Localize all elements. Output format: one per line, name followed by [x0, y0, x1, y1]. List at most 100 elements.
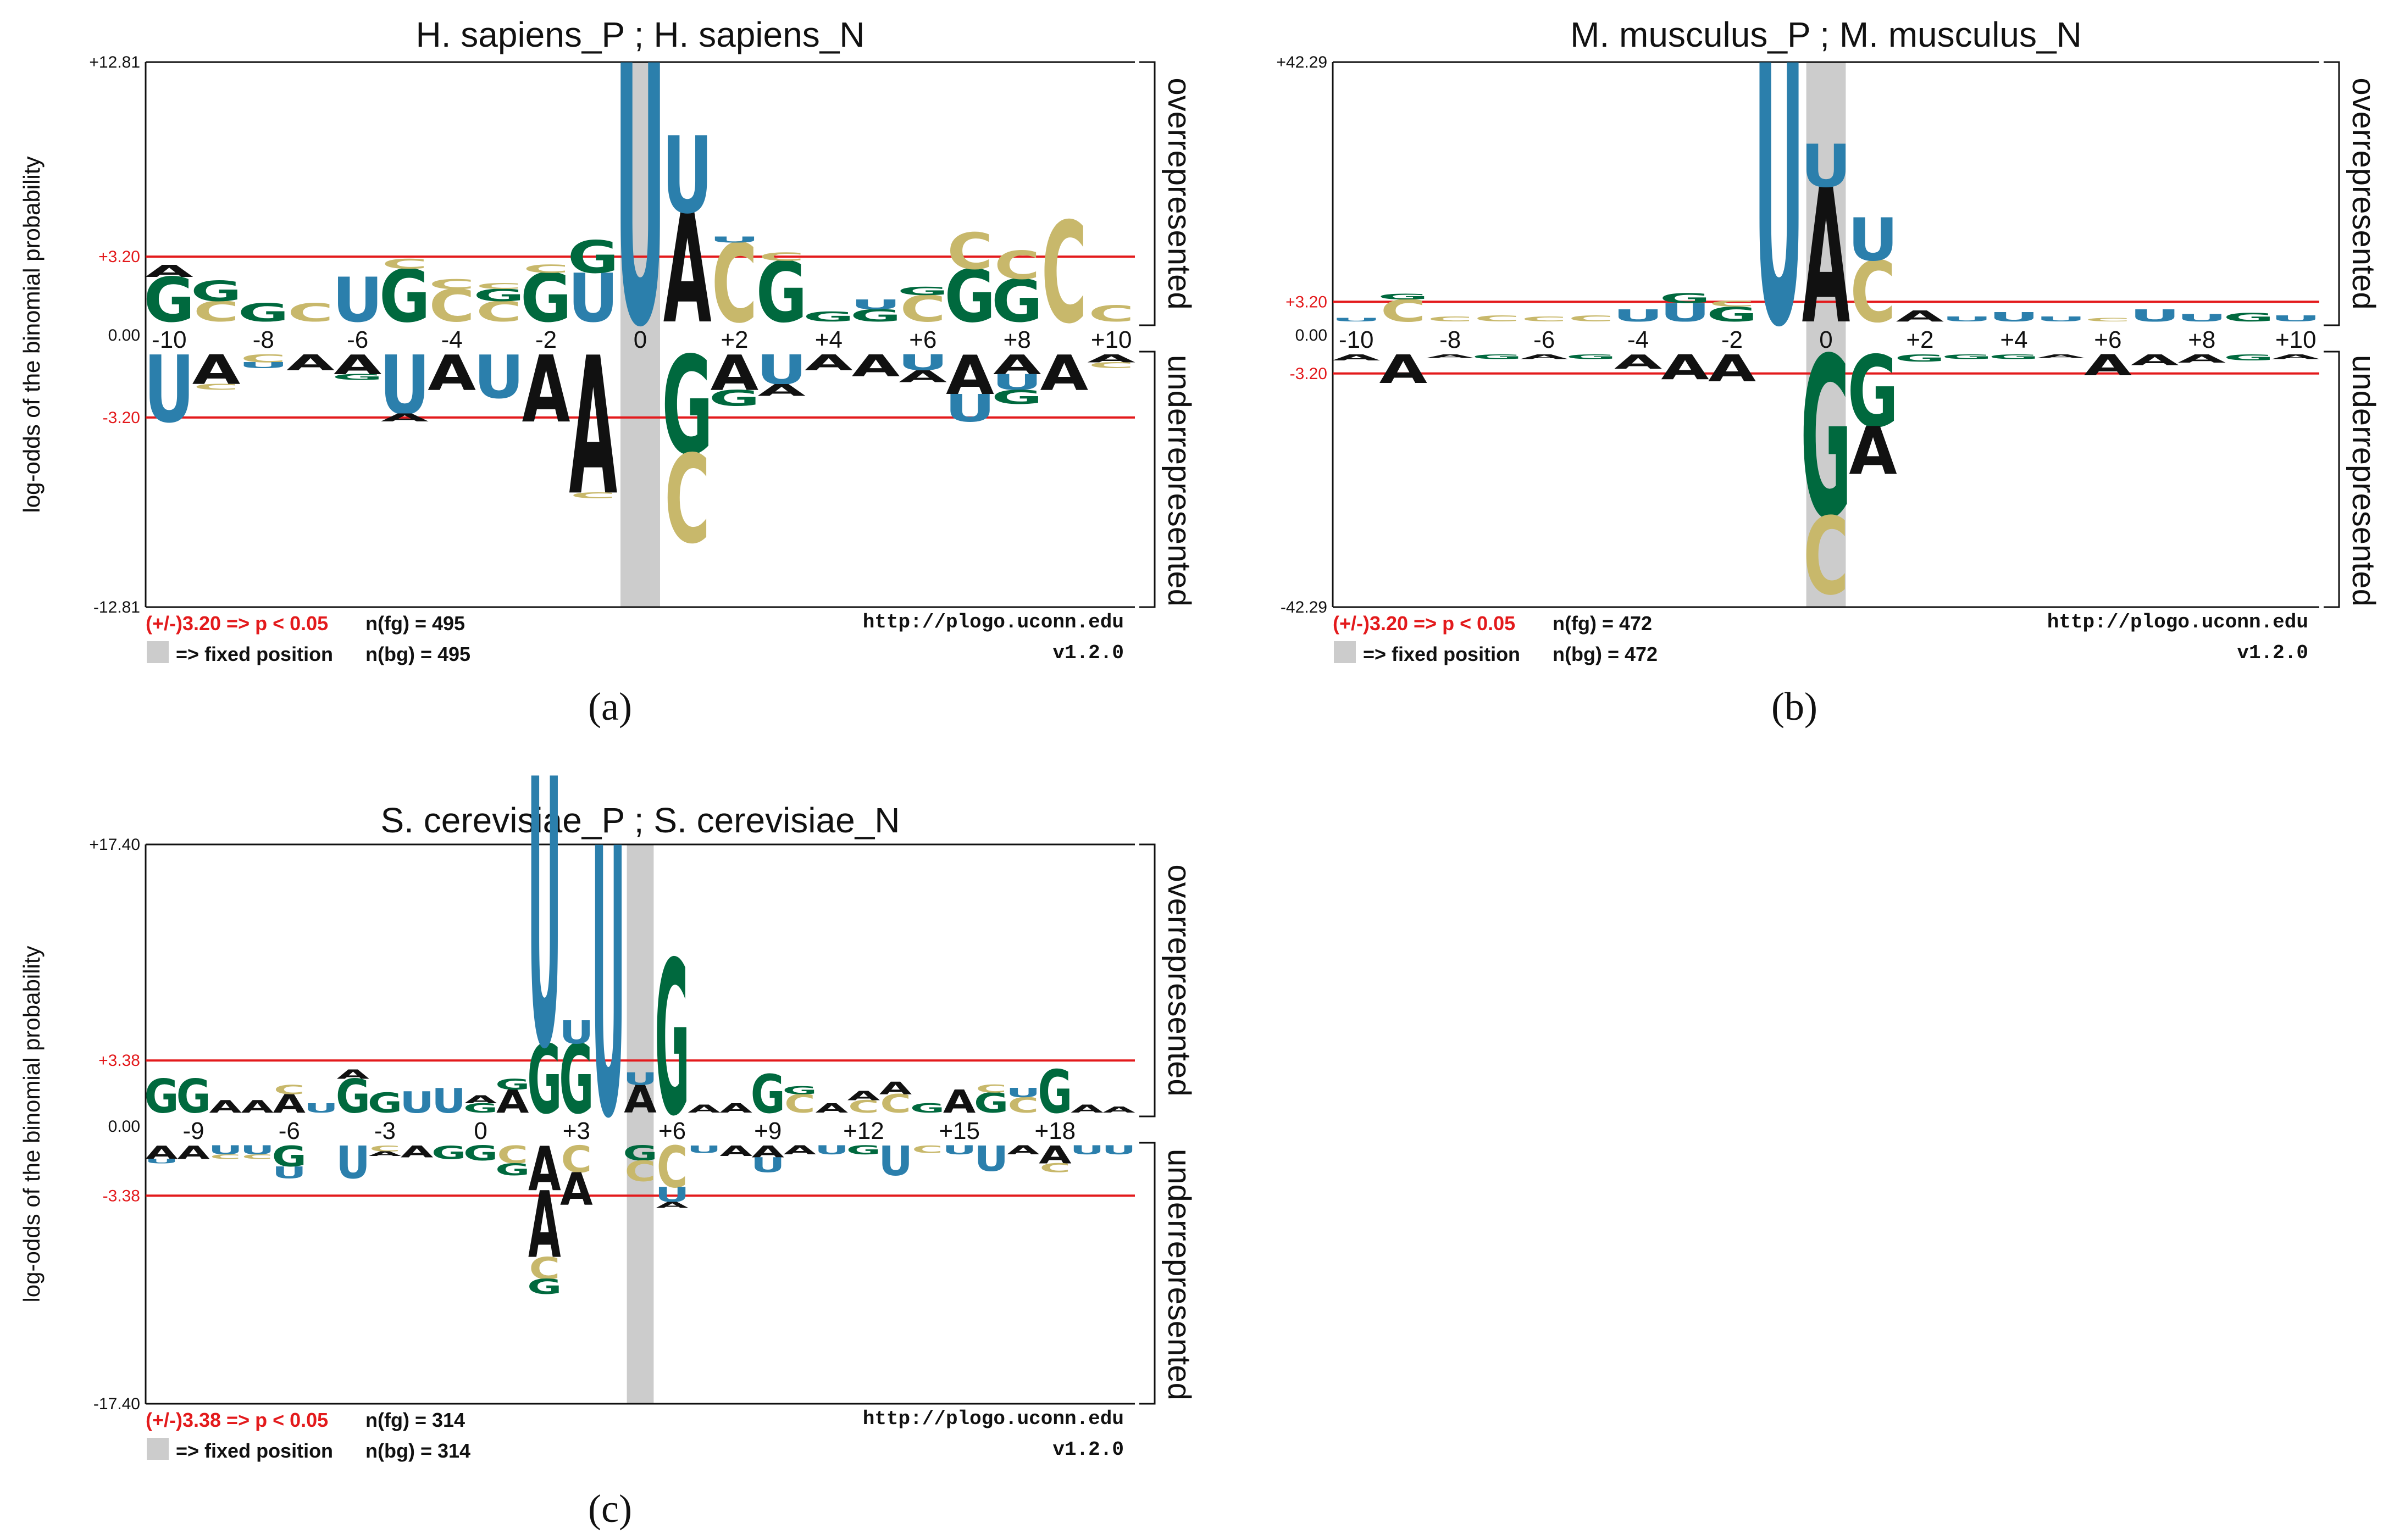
chart-2-above-pos2-letter0: C: [1427, 315, 1473, 323]
chart-2-n-fg: n(fg) = 472: [1553, 612, 1652, 635]
chart-2-above-pos16-letter0: C: [2085, 317, 2131, 323]
chart-1-below-pos16-letter0: U: [897, 351, 948, 376]
chart-3-below-pos13-letter0: C: [561, 1138, 592, 1181]
chart-3-significance-label: (+/-)3.38 => p < 0.05: [146, 1409, 328, 1431]
chart-3-ytick-threshold-pos: +3.38: [98, 1052, 140, 1070]
chart-1-below-pos5-letter1: A: [381, 412, 429, 424]
chart-1-overrepresented-bracket: [1139, 61, 1156, 326]
chart-2-above-pos6-letter0: U: [1613, 306, 1664, 326]
chart-2-y-axis-label: log-odds of the binomial probability: [19, 156, 45, 513]
chart-1-fixed-legend-label: => fixed position: [176, 643, 333, 665]
chart-3-xtick-8: +15: [939, 1118, 980, 1144]
chart-3-below-pos30-letter0: U: [1102, 1143, 1136, 1158]
chart-1-above-pos17-letter1: C: [947, 223, 993, 281]
chart-2-above-pos18-letter0: U: [2176, 312, 2227, 324]
chart-1-above-pos8-letter0: G: [520, 259, 572, 337]
chart-2-above-pos9-letter0: U: [1754, 0, 1804, 405]
chart-2-below-pos1-letter0: A: [1379, 347, 1427, 392]
chart-3-below-pos4-letter0: G: [272, 1140, 307, 1173]
chart-1-below-pos7-letter0: U: [474, 343, 524, 412]
chart-3-below-pos11-letter1: G: [495, 1160, 530, 1180]
chart-2-ytick-zero: 0.00: [1295, 326, 1327, 344]
chart-3-below-pos16-letter0: C: [657, 1134, 688, 1201]
chart-1-xtick-9: +8: [1004, 326, 1031, 353]
chart-2-below-pos19-letter0: G: [2223, 353, 2274, 362]
chart-2-below-pos11-letter0: G: [1848, 336, 1899, 450]
chart-3-above-pos16-letter0: G: [655, 918, 690, 1163]
chart-1-below-pos12-letter0: A: [711, 345, 759, 402]
chart-3-below-pos12-letter1: A: [528, 1172, 561, 1279]
chart-1-above-pos14-letter0: G: [803, 309, 854, 325]
chart-1-below-pos15-letter0: A: [852, 349, 900, 383]
chart-2-above-pos13-letter0: U: [1942, 315, 1992, 323]
chart-1-above-pos1-letter1: G: [191, 276, 242, 308]
chart-1-below-pos20-letter0: A: [1087, 352, 1135, 365]
chart-3-above-pos17-letter0: A: [688, 1103, 721, 1115]
chart-3-below-pos7-letter1: A: [369, 1150, 402, 1158]
chart-2-below-pos2-letter0: A: [1426, 353, 1475, 359]
chart-3-fixed-legend-swatch: [147, 1438, 169, 1460]
chart-2-above-pos8-letter1: C: [1709, 299, 1755, 309]
chart-2-overrepresented-bracket: [2324, 61, 2340, 326]
chart-1-above-pos6-letter0: C: [429, 281, 475, 332]
chart-1-url: http://plogo.uconn.edu: [863, 611, 1124, 633]
chart-3-xtick-0: -9: [183, 1118, 204, 1144]
chart-2-below-pos15-letter0: A: [2037, 353, 2085, 359]
chart-1-below-pos17-letter0: A: [946, 344, 994, 407]
chart-3-below-pos12-letter2: C: [529, 1251, 560, 1287]
chart-1-xtick-10: +10: [1091, 326, 1132, 353]
chart-3-below-pos15-letter1: C: [625, 1155, 656, 1188]
chart-3-ytick-min: -17.40: [93, 1395, 140, 1413]
chart-1-above-pos0-letter1: A: [145, 262, 193, 281]
chart-2-below-pos13-letter0: G: [1942, 353, 1993, 361]
chart-2-above-pos1-letter0: C: [1381, 293, 1426, 329]
chart-1-ytick-threshold-neg: -3.20: [103, 409, 140, 427]
chart-3-version: v1.2.0: [1052, 1438, 1124, 1461]
chart-2-above-pos15-letter0: U: [2036, 315, 2086, 323]
chart-3-above-pos22-letter1: A: [847, 1088, 880, 1103]
chart-1-above-pos2-letter0: G: [238, 298, 289, 327]
chart-3-below-pos28-letter0: A: [1039, 1141, 1072, 1169]
chart-2-above-pos1-letter1: G: [1378, 292, 1429, 301]
chart-1-above-pos16-letter1: G: [897, 285, 949, 298]
chart-1-xtick-4: -2: [535, 326, 557, 353]
chart-1-above-pos13-letter0: G: [756, 244, 807, 342]
chart-2-xtick-7: +4: [2000, 326, 2027, 353]
chart-1-above-pos16-letter0: C: [900, 288, 946, 330]
chart-3-below-pos9-letter0: G: [431, 1142, 466, 1163]
chart-3-n-bg: n(bg) = 314: [365, 1439, 470, 1462]
chart-2-underrepresented-bracket: [2324, 351, 2340, 608]
chart-2-below-pos3-letter0: G: [1472, 353, 1523, 361]
chart-3-below-pos8-letter0: A: [401, 1142, 433, 1161]
chart-1-xtick-0: -10: [152, 326, 187, 353]
chart-3-above-pos6-letter1: A: [337, 1067, 370, 1082]
chart-2-above-pos4-letter0: C: [1521, 315, 1567, 323]
chart-3-below-pos12-letter0: A: [528, 1133, 561, 1205]
chart-2-xtick-1: -8: [1439, 326, 1461, 353]
chart-3-below-pos16-letter2: A: [656, 1200, 689, 1210]
chart-1-below-pos1-letter0: A: [192, 346, 241, 393]
chart-3-xtick-4: +3: [563, 1118, 590, 1144]
chart-3-below-pos18-letter0: A: [719, 1143, 752, 1159]
chart-3-above-pos10-letter0: G: [463, 1101, 498, 1116]
chart-2-xtick-5: 0: [1819, 326, 1832, 353]
chart-1-below-pos19-letter0: A: [1040, 345, 1089, 402]
chart-3-underrepresented-label: underrepresented: [1161, 1149, 1197, 1400]
chart-1-below-pos12-letter1: G: [709, 386, 760, 411]
chart-1-below-pos1-letter1: C: [193, 382, 239, 392]
chart-2-above-pos19-letter0: G: [2223, 310, 2274, 324]
chart-3-underrepresented-bracket: [1139, 1142, 1156, 1405]
chart-2-overrepresented-label: overrepresented: [2346, 77, 2381, 309]
chart-2-above-pos20-letter0: U: [2270, 314, 2321, 324]
chart-3-ytick-zero: 0.00: [108, 1118, 140, 1136]
chart-3-below-pos2-letter1: C: [210, 1153, 241, 1160]
chart-1-below-pos4-letter0: A: [334, 349, 382, 380]
chart-1-fixed-legend-swatch: [147, 641, 169, 663]
chart-1-above-pos12-letter0: C: [712, 221, 757, 347]
chart-3-above-pos4-letter0: A: [273, 1089, 306, 1119]
chart-1-above-pos11-letter0: A: [663, 183, 712, 357]
chart-3-below-pos4-letter1: U: [272, 1163, 306, 1182]
chart-3-below-pos0-letter0: A: [145, 1142, 178, 1163]
chart-3-above-pos23-letter0: C: [880, 1089, 911, 1119]
chart-3-above-pos1-letter0: G: [176, 1070, 211, 1124]
